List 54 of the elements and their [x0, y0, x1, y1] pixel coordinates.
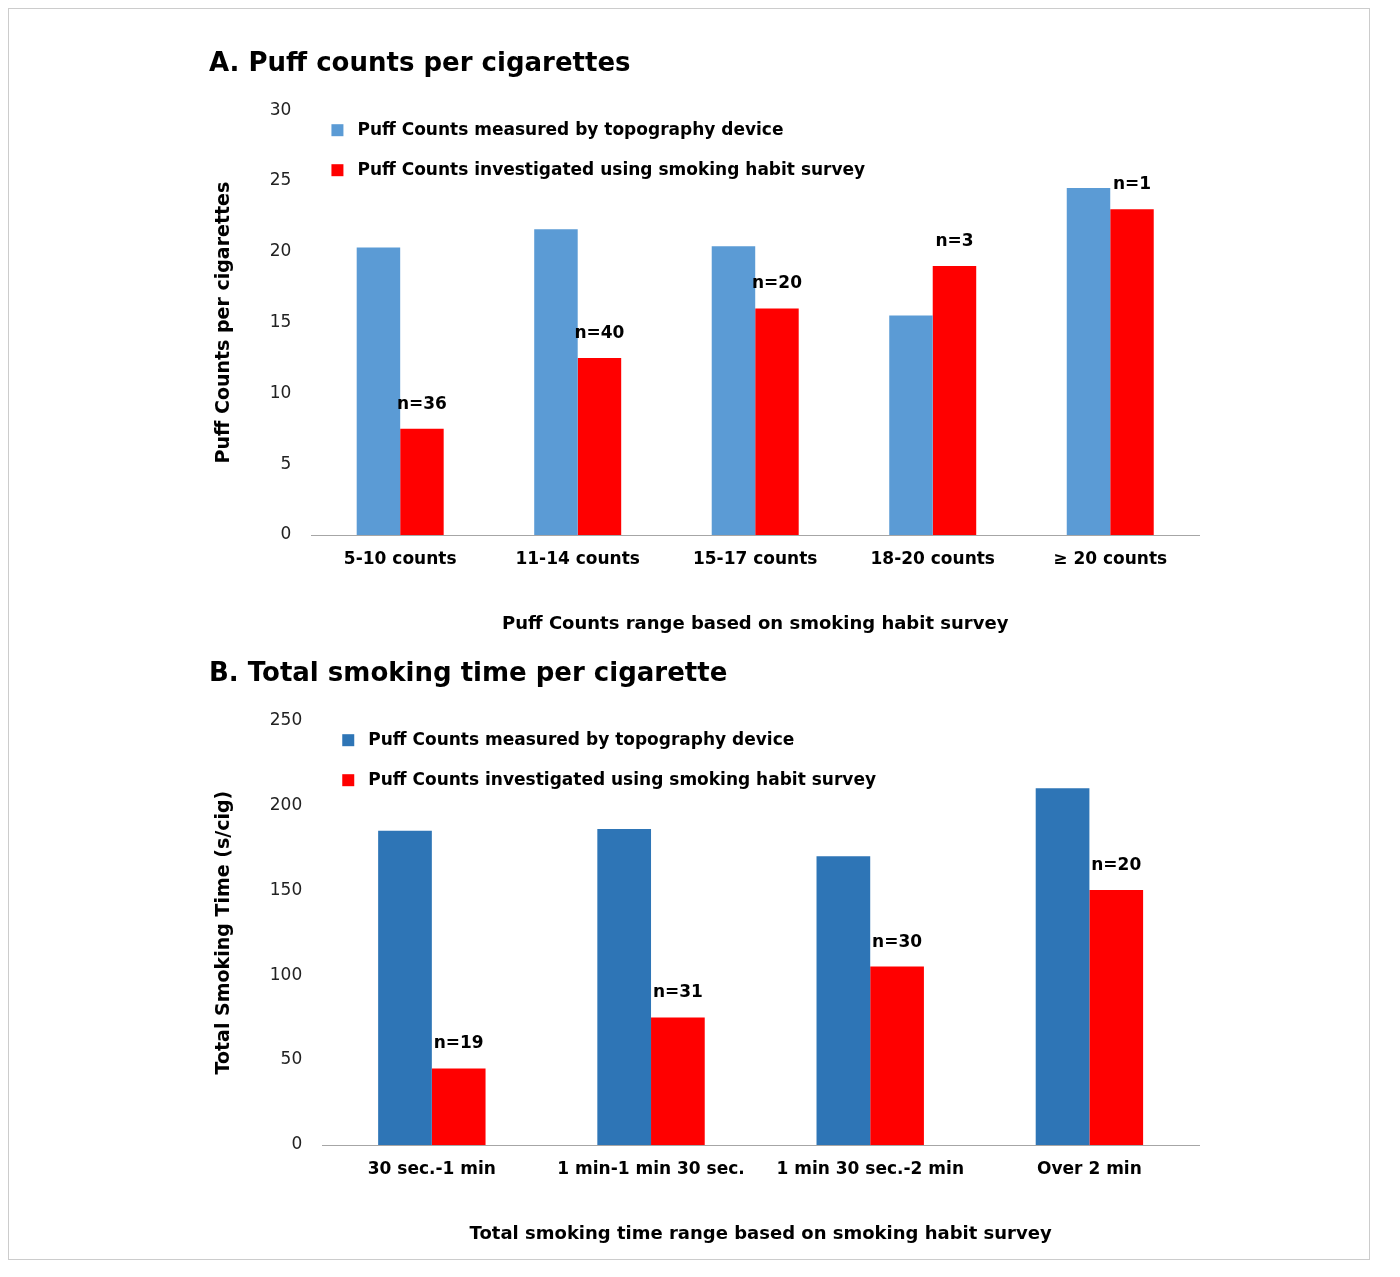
y-tick-label: 50 [280, 1048, 303, 1069]
bar [577, 358, 622, 535]
bar [889, 315, 933, 535]
bar [534, 229, 578, 535]
bar [431, 1068, 486, 1145]
x-tick-label: Over 2 min [1037, 1157, 1142, 1178]
bar [597, 828, 652, 1145]
bar [870, 966, 924, 1145]
annotation: n=19 [433, 1032, 484, 1053]
y-tick-label: 20 [269, 240, 292, 261]
bar [932, 265, 977, 535]
x-tick-label: 1 min-1 min 30 sec. [557, 1157, 745, 1178]
annotation: n=3 [935, 229, 974, 250]
legend-label: Puff Counts investigated using smoking habit survey [357, 158, 866, 179]
y-tick-label: 200 [269, 793, 303, 814]
x-tick-label: 18-20 counts [870, 547, 995, 568]
annotation: n=31 [652, 981, 703, 1002]
bar [816, 856, 871, 1145]
legend-label: Puff Counts investigated using smoking habit survey [368, 768, 877, 789]
annotation: n=20 [1091, 854, 1142, 875]
bar [378, 830, 432, 1145]
y-tick-label: 0 [291, 1133, 303, 1154]
x-tick-label: 1 min 30 sec.-2 min [776, 1157, 964, 1178]
legend-label: Puff Counts measured by topography device [357, 118, 784, 139]
bar [1066, 188, 1111, 535]
y-tick-label: 150 [269, 878, 303, 899]
bar [755, 308, 799, 535]
bar [651, 1017, 705, 1145]
y-axis-title: Puff Counts per cigarettes [211, 181, 234, 464]
bar [400, 428, 444, 535]
y-tick-label: 30 [269, 98, 292, 119]
x-tick-label: ≥ 20 counts [1053, 547, 1168, 568]
legend-label: Puff Counts measured by topography device [368, 728, 795, 749]
y-tick-label: 10 [269, 381, 292, 402]
annotation: n=30 [872, 930, 923, 951]
bar [1035, 788, 1090, 1145]
annotation: n=1 [1112, 173, 1152, 194]
y-tick-label: 15 [269, 311, 292, 332]
y-axis-title: Total Smoking Time (s/cig) [211, 790, 234, 1075]
x-tick-label: 15-17 counts [692, 547, 818, 568]
bar [1089, 890, 1144, 1145]
y-tick-label: 0 [280, 523, 292, 544]
x-axis-title: Total smoking time range based on smoking habit survey [469, 1221, 1052, 1243]
x-tick-label: 30 sec.-1 min [367, 1157, 496, 1178]
y-tick-label: 25 [269, 169, 292, 190]
y-tick-label: 5 [280, 452, 292, 473]
y-tick-label: 250 [269, 708, 303, 729]
bar [1110, 209, 1154, 535]
x-tick-label: 5-10 counts [343, 547, 457, 568]
x-tick-label: 11-14 counts [515, 547, 640, 568]
y-tick-label: 100 [269, 963, 303, 984]
chart-title: B. Total smoking time per cigarette [209, 657, 728, 688]
chart-title: A. Puff counts per cigarettes [209, 47, 631, 78]
x-axis-title: Puff Counts range based on smoking habit survey [502, 611, 1009, 633]
